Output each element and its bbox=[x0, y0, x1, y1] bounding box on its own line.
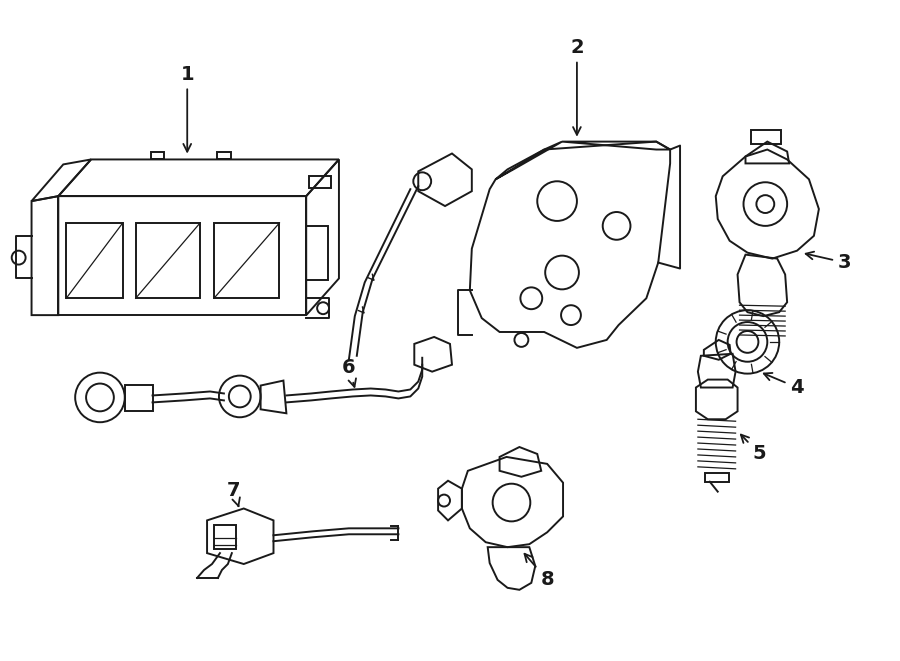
Bar bbox=[705, 473, 729, 482]
Text: 6: 6 bbox=[342, 358, 356, 387]
Text: 1: 1 bbox=[180, 65, 194, 151]
Bar bbox=[150, 151, 165, 159]
Text: 7: 7 bbox=[227, 481, 240, 506]
Bar bbox=[306, 226, 328, 280]
Bar bbox=[217, 151, 231, 159]
Text: 2: 2 bbox=[570, 38, 584, 135]
Text: 8: 8 bbox=[525, 554, 554, 590]
Text: 4: 4 bbox=[764, 373, 804, 397]
Bar bbox=[752, 130, 781, 143]
Bar bbox=[214, 525, 236, 549]
Bar bbox=[310, 176, 331, 188]
Text: 5: 5 bbox=[741, 435, 766, 463]
Text: 3: 3 bbox=[806, 252, 851, 272]
